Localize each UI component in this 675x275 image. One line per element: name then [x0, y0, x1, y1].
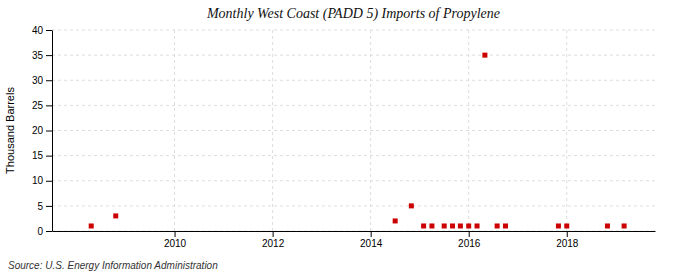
grid-line	[272, 30, 273, 231]
point	[421, 223, 426, 228]
tick-label: 5	[37, 201, 43, 212]
grid	[52, 30, 655, 231]
point	[113, 213, 118, 218]
tick: 10	[32, 175, 52, 186]
tick: 30	[32, 75, 52, 86]
point	[442, 223, 447, 228]
y-axis: 0 5 10 15 20 25 30 35 40	[32, 25, 53, 237]
tick: 2012	[262, 231, 285, 249]
grid-line	[52, 105, 655, 106]
tick-mark	[46, 206, 52, 207]
tick: 35	[32, 50, 52, 61]
title: Monthly West Coast (PADD 5) Imports of P…	[206, 6, 500, 22]
point	[409, 203, 414, 208]
annotation: Source: U.S. Energy Information Administ…	[8, 260, 218, 271]
tick: 2016	[458, 231, 481, 249]
tick: 15	[32, 150, 52, 161]
grid-line	[52, 180, 655, 181]
tick: 2018	[556, 231, 579, 249]
tick-mark	[273, 231, 274, 237]
tick-mark	[175, 231, 176, 237]
point	[475, 223, 480, 228]
point	[458, 223, 463, 228]
tick-label: 25	[32, 100, 44, 111]
point	[393, 218, 398, 223]
point	[429, 223, 434, 228]
tick: 40	[32, 25, 52, 36]
tick-label: 30	[32, 75, 44, 86]
tick-mark	[567, 231, 568, 237]
tick-label: 15	[32, 150, 44, 161]
tick: 0	[37, 226, 52, 237]
plot: 2010 2012 2014 2016 2018 0 5 10 15 20 25 30 35 40	[32, 25, 656, 249]
grid-line	[566, 30, 567, 231]
point	[89, 223, 94, 228]
grid-line	[52, 55, 655, 56]
chart: 2010 2012 2014 2016 2018 0 5 10 15 20 25 30 35 40 Mont…	[0, 0, 675, 275]
point	[622, 223, 627, 228]
x-axis: 2010 2012 2014 2016 2018	[53, 231, 656, 249]
grid-line	[468, 30, 469, 231]
tick-label: 2016	[458, 238, 481, 249]
tick-mark	[469, 231, 470, 237]
tick-mark	[46, 131, 52, 132]
axis-line	[52, 31, 53, 232]
tick-mark	[46, 231, 52, 232]
point	[605, 223, 610, 228]
tick-label: 2010	[164, 238, 187, 249]
tick-label: 10	[32, 175, 44, 186]
tick-mark	[46, 80, 52, 81]
grid-line	[52, 231, 655, 232]
point	[466, 223, 471, 228]
grid-line	[52, 130, 655, 131]
tick-label: 40	[32, 25, 44, 36]
tick: 2010	[164, 231, 187, 249]
point	[495, 223, 500, 228]
grid-line	[52, 80, 655, 81]
point	[503, 223, 508, 228]
tick-label: 20	[32, 125, 44, 136]
point	[450, 223, 455, 228]
tick-mark	[46, 30, 52, 31]
point	[482, 53, 487, 58]
tick-label: 2018	[556, 238, 579, 249]
grid-line	[52, 205, 655, 206]
tick-mark	[46, 105, 52, 106]
tick: 25	[32, 100, 52, 111]
tick: 5	[37, 201, 52, 212]
tick-mark	[46, 156, 52, 157]
tick-label: 0	[37, 226, 43, 237]
tick-label: 35	[32, 50, 44, 61]
grid-line	[52, 155, 655, 156]
tick-label: 2012	[262, 238, 285, 249]
point	[564, 223, 569, 228]
grid-line	[370, 30, 371, 231]
point	[556, 223, 561, 228]
grid-line	[174, 30, 175, 231]
grid-line	[52, 30, 655, 31]
points	[89, 53, 627, 229]
tick-mark	[371, 231, 372, 237]
tick: 2014	[360, 231, 383, 249]
tick-mark	[46, 55, 52, 56]
tick: 20	[32, 125, 52, 136]
tick-mark	[46, 181, 52, 182]
y-axis-label: Thousand Barrels	[4, 87, 16, 174]
tick-label: 2014	[360, 238, 383, 249]
axis-line	[53, 231, 656, 232]
